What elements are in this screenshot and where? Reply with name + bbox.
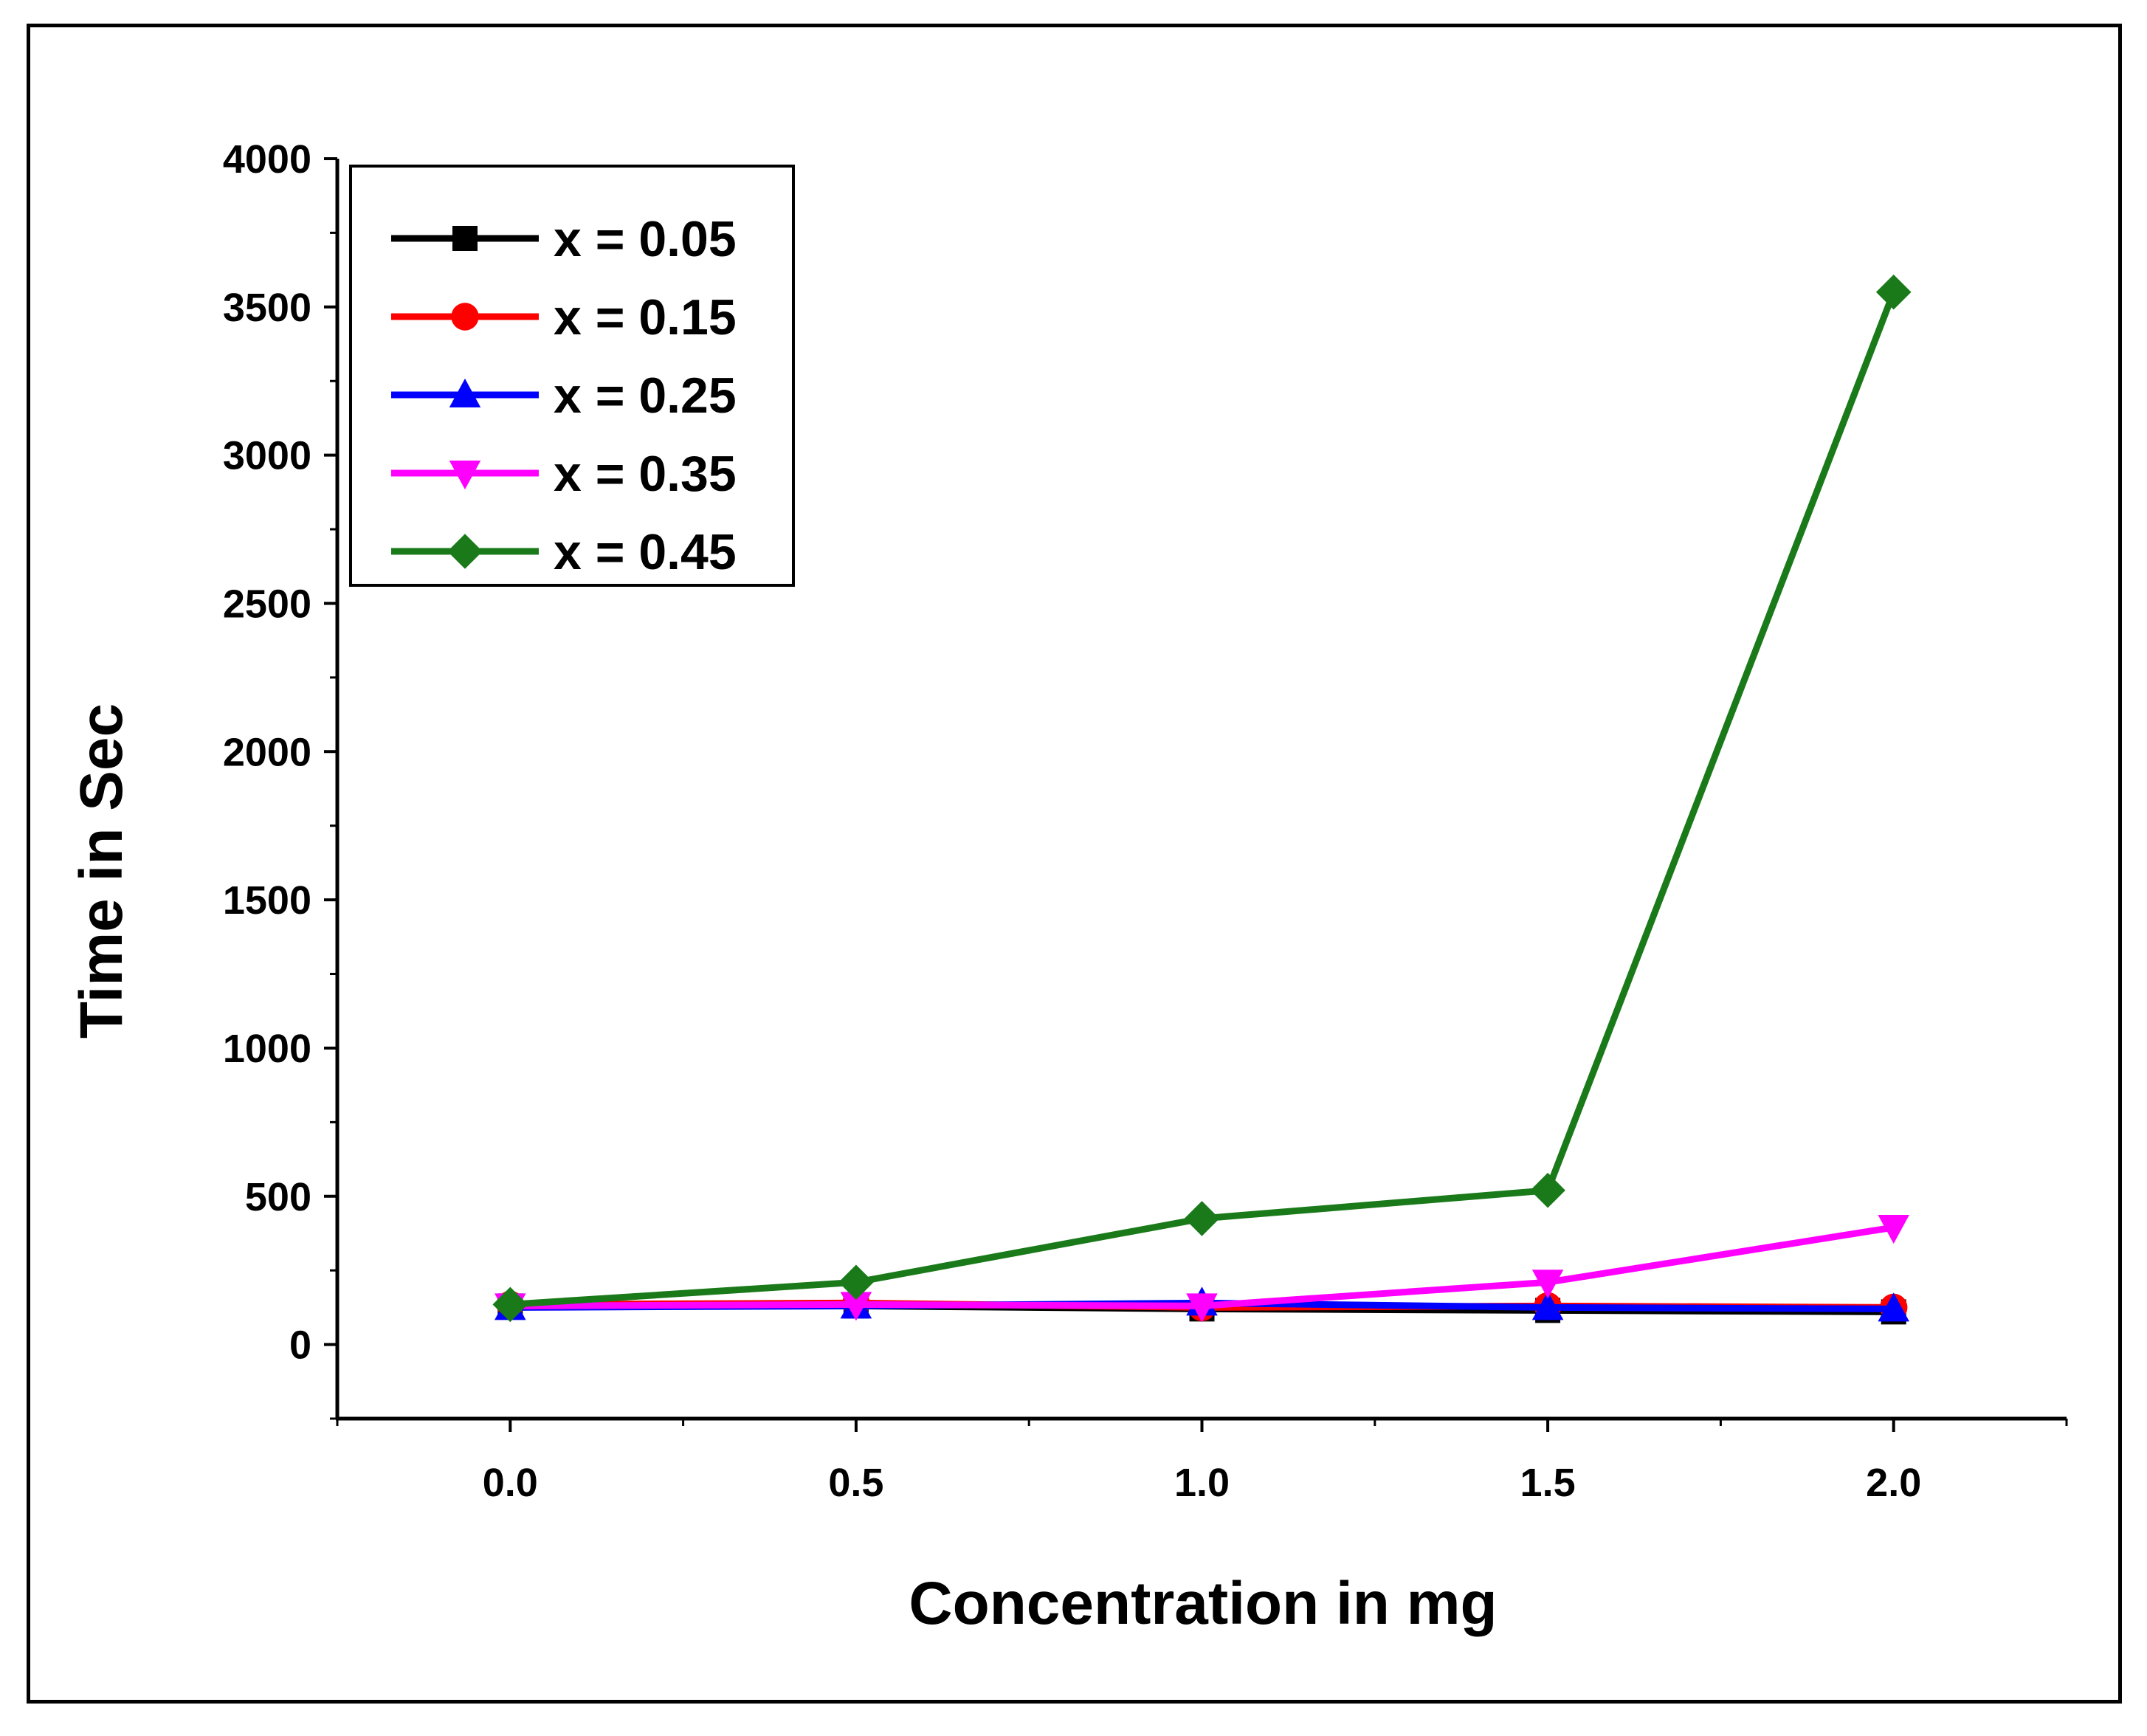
y-tick-label: 2000 [223,730,311,774]
x-tick-label: 0.5 [828,1461,883,1505]
series-4 [492,274,1912,1323]
data-point [1530,1172,1565,1208]
data-point [1878,1214,1909,1244]
data-point [492,1286,528,1323]
data-point [1878,1292,1909,1322]
x-tick-label: 2.0 [1866,1461,1921,1505]
y-tick-label: 1500 [223,878,311,923]
legend-marker [447,534,483,569]
legend-label: x = 0.15 [554,289,737,345]
y-tick-label: 1000 [223,1027,311,1071]
series-3 [494,1214,1909,1323]
legend-marker [449,461,481,490]
data-point [838,1264,874,1301]
legend-entry: x = 0.35 [391,446,737,502]
legend-entry: x = 0.15 [391,289,737,345]
legend-entry: x = 0.05 [391,211,737,267]
x-axis-title: Concentration in mg [909,1570,1497,1637]
legend-marker [449,378,481,407]
y-tick-label: 0 [289,1323,311,1368]
x-tick-label: 1.5 [1520,1461,1576,1505]
legend-label: x = 0.25 [554,368,737,424]
plot-area [492,274,1912,1325]
legend-label: x = 0.45 [554,524,737,580]
x-tick-label: 0.0 [483,1461,538,1505]
data-point [1531,1270,1564,1299]
legend-marker [452,226,478,251]
data-point [1531,1291,1564,1320]
y-tick-label: 500 [245,1175,311,1219]
legend-entry: x = 0.45 [391,524,737,580]
axes: 0 500 1000 1500 2000 2500 3000 3500 4000 0.0 0.5 1.… [223,137,2068,1505]
legend-marker [451,303,479,331]
y-tick-label: 3500 [223,286,311,330]
y-tick-label: 4000 [223,137,311,182]
x-tick-label: 1.0 [1174,1461,1230,1505]
legend-label: x = 0.35 [554,446,737,502]
data-point [1186,1293,1218,1323]
data-point [840,1292,872,1321]
legend-label: x = 0.05 [554,211,737,267]
data-point [1875,274,1912,310]
data-point [1184,1201,1220,1236]
legend: x = 0.05 x = 0.15 x = 0.25 x = 0.35 x = 0.45 [349,165,795,587]
y-axis-title: Time in Sec [68,703,135,1038]
y-tick-label: 2500 [223,582,311,626]
y-tick-label: 3000 [223,434,311,478]
legend-entry: x = 0.25 [391,368,737,424]
